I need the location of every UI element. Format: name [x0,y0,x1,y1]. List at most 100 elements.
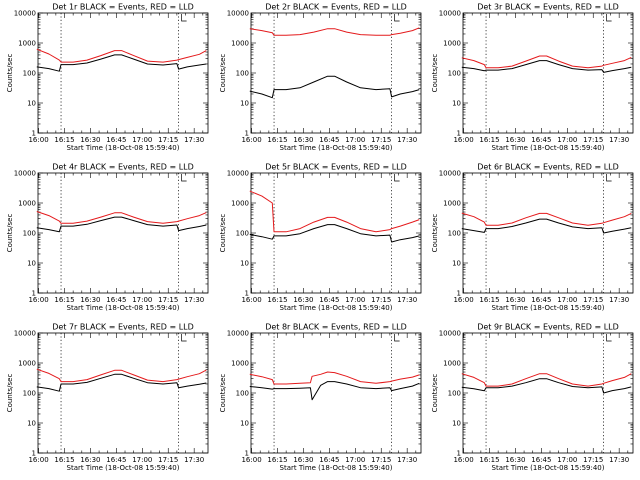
x-tick-label: 16:30 [80,296,100,304]
bracket-marker [394,174,400,182]
x-tick-label: 16:00 [28,456,48,464]
y-tick-label: 1000 [443,360,461,368]
x-tick-label: 17:15 [371,456,391,464]
x-axis-label: Start Time (18-Oct-08 15:59:40) [67,304,180,312]
x-axis-label: Start Time (18-Oct-08 15:59:40) [492,144,605,152]
panel-det-1: Det 1r BLACK = Events, RED = LLD 1 10 100 10… [6,3,209,152]
lld-rate-line [249,27,420,36]
bracket-marker [181,14,187,22]
y-tick-label: 100 [23,390,36,398]
y-tick-label: 10 [240,420,249,428]
x-tick-label: 17:30 [184,136,204,144]
bracket-marker [394,14,400,22]
x-tick-label: 16:15 [54,296,74,304]
y-tick-label: 100 [23,230,36,238]
x-tick-label: 17:00 [345,456,365,464]
events-rate-line [249,224,420,243]
x-tick-label: 17:15 [371,136,391,144]
panel-det-3: Det 3r BLACK = Events, RED = LLD 1 10 100 10… [431,3,634,152]
y-tick-label: 10000 [227,330,249,338]
y-tick-label: 100 [448,70,461,78]
x-axis-label: Start Time (18-Oct-08 15:59:40) [280,144,393,152]
panel-det-8: Det 8r BLACK = Events, RED = LLD 1 10 100 10… [219,323,422,472]
lld-rate-line [36,211,207,224]
x-tick-label: 16:15 [54,456,74,464]
x-axis-label: Start Time (18-Oct-08 15:59:40) [67,464,180,472]
y-tick-label: 1 [457,450,461,458]
x-tick-label: 16:00 [241,296,261,304]
y-tick-label: 10 [452,100,461,108]
x-tick-label: 16:45 [106,136,126,144]
y-axis-label: Counts/sec [431,374,439,413]
y-tick-label: 1 [32,450,36,458]
y-tick-label: 10000 [227,10,249,18]
x-tick-label: 17:00 [132,456,152,464]
y-tick-label: 1000 [18,200,36,208]
y-tick-label: 100 [448,230,461,238]
x-tick-label: 17:15 [583,136,603,144]
events-rate-line [461,378,632,394]
y-tick-label: 100 [236,70,249,78]
y-tick-label: 10000 [14,330,36,338]
panel-det-4: Det 4r BLACK = Events, RED = LLD 1 10 100 10… [6,163,209,312]
lld-rate-line [36,368,207,383]
x-tick-label: 17:15 [158,136,178,144]
x-tick-label: 17:00 [132,296,152,304]
y-axis-label: Counts/sec [6,214,14,253]
events-rate-line [461,218,632,234]
events-rate-line [36,54,207,72]
events-rate-line [461,60,632,73]
x-tick-label: 16:00 [28,136,48,144]
panel-det-5: Det 5r BLACK = Events, RED = LLD 1 10 100 10… [219,163,422,312]
y-tick-label: 1 [245,130,249,138]
x-tick-label: 16:00 [241,456,261,464]
x-tick-label: 16:45 [106,296,126,304]
y-axis-label: Counts/sec [431,54,439,93]
x-tick-label: 17:30 [397,296,417,304]
y-tick-label: 1000 [18,40,36,48]
lld-rate-line [249,190,420,233]
x-axis-label: Start Time (18-Oct-08 15:59:40) [280,464,393,472]
x-tick-label: 17:15 [371,296,391,304]
y-tick-label: 1000 [18,360,36,368]
y-axis-label: Counts/sec [219,374,227,413]
x-tick-label: 16:15 [54,136,74,144]
x-tick-label: 17:00 [557,296,577,304]
bracket-marker [606,14,612,22]
y-tick-label: 10 [452,260,461,268]
x-axis-label: Start Time (18-Oct-08 15:59:40) [492,464,605,472]
x-tick-label: 16:30 [293,296,313,304]
events-rate-line [249,381,420,401]
x-tick-label: 16:15 [479,296,499,304]
y-axis-label: Counts/sec [6,374,14,413]
x-tick-label: 17:30 [609,456,629,464]
x-tick-label: 16:30 [293,456,313,464]
y-axis-label: Counts/sec [219,214,227,253]
panel-title: Det 3r BLACK = Events, RED = LLD [477,3,619,12]
y-tick-label: 1000 [443,200,461,208]
y-tick-label: 100 [236,390,249,398]
panel-title: Det 1r BLACK = Events, RED = LLD [52,3,194,12]
y-tick-label: 1 [245,450,249,458]
y-tick-label: 10 [27,260,36,268]
y-tick-label: 10 [27,100,36,108]
x-tick-label: 17:30 [184,296,204,304]
y-tick-label: 1000 [231,360,249,368]
panel-title: Det 4r BLACK = Events, RED = LLD [52,163,194,172]
y-axis-label: Counts/sec [219,54,227,93]
x-tick-label: 16:00 [453,296,473,304]
y-tick-label: 1 [457,290,461,298]
x-tick-label: 16:30 [80,456,100,464]
panel-det-6: Det 6r BLACK = Events, RED = LLD 1 10 100 10… [431,163,634,312]
x-tick-label: 16:00 [453,136,473,144]
x-axis-label: Start Time (18-Oct-08 15:59:40) [492,304,605,312]
panel-det-7: Det 7r BLACK = Events, RED = LLD 1 10 100 10… [6,323,209,472]
y-tick-label: 1 [457,130,461,138]
panel-title: Det 8r BLACK = Events, RED = LLD [265,323,407,332]
x-tick-label: 17:00 [557,136,577,144]
bracket-marker [181,334,187,342]
x-tick-label: 16:45 [531,296,551,304]
bracket-marker [181,174,187,182]
events-rate-line [249,75,420,99]
